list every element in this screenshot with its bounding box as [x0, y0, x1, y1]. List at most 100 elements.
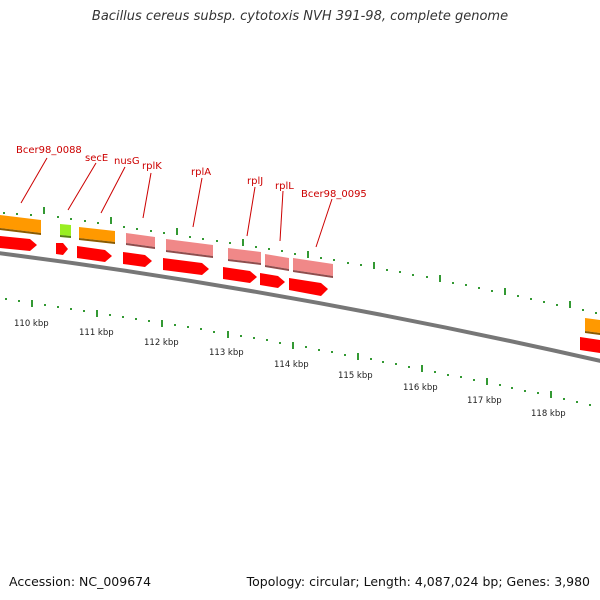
- gene-label-sece: secE: [85, 153, 108, 164]
- cds-red-arrow: [260, 273, 285, 288]
- genome-backbone: [0, 251, 600, 363]
- minor-tick: [279, 342, 281, 344]
- minor-tick: [294, 253, 296, 255]
- major-tick: [242, 239, 244, 246]
- minor-tick: [370, 358, 372, 360]
- major-tick: [96, 310, 98, 317]
- minor-tick: [382, 361, 384, 363]
- minor-tick: [395, 363, 397, 365]
- major-tick: [439, 275, 441, 282]
- minor-tick: [135, 318, 137, 320]
- map-title: Bacillus cereus subsp. cytotoxis NVH 391…: [91, 9, 509, 24]
- minor-tick: [331, 351, 333, 353]
- cds-shadow: [228, 259, 261, 265]
- gene-label-nusg: nusG: [114, 156, 140, 167]
- leader-line: [20, 157, 48, 204]
- outer-tick-ring: [3, 207, 597, 314]
- cds-shadow: [60, 235, 71, 238]
- minor-tick: [174, 324, 176, 326]
- major-tick: [176, 228, 178, 235]
- minor-tick: [187, 326, 189, 328]
- cds-shadow: [0, 228, 41, 235]
- cds-red-arrow: [56, 243, 68, 255]
- minor-tick: [136, 228, 138, 230]
- minor-tick: [5, 298, 7, 300]
- minor-tick: [109, 314, 111, 316]
- major-tick: [227, 331, 229, 338]
- minor-tick: [595, 312, 597, 314]
- gene-label-rplj: rplJ: [247, 176, 263, 187]
- minor-tick: [255, 246, 257, 248]
- major-tick: [550, 391, 552, 398]
- cds-shadow: [293, 270, 333, 278]
- kbp-label: 112 kbp: [144, 338, 179, 348]
- accession-text: Accession: NC_009674: [9, 574, 152, 589]
- leader-line: [315, 198, 333, 248]
- major-tick: [43, 207, 45, 214]
- minor-tick: [556, 304, 558, 306]
- minor-tick: [408, 366, 410, 368]
- major-tick: [504, 288, 506, 295]
- minor-tick: [524, 390, 526, 392]
- gene-label-rpla: rplA: [191, 167, 211, 178]
- kbp-label: 110 kbp: [14, 319, 49, 329]
- minor-tick: [148, 320, 150, 322]
- cds-red-arrow: [0, 236, 37, 251]
- label-leaders: [20, 157, 333, 248]
- minor-tick: [499, 384, 501, 386]
- major-tick: [31, 300, 33, 307]
- cds-shadow: [265, 265, 289, 271]
- minor-tick: [268, 248, 270, 250]
- minor-tick: [537, 392, 539, 394]
- gene-label-rpll: rplL: [275, 181, 294, 192]
- minor-tick: [202, 238, 204, 240]
- minor-tick: [473, 379, 475, 381]
- major-tick: [357, 353, 359, 360]
- genome-stats-text: Topology: circular; Length: 4,087,024 bp…: [246, 574, 590, 589]
- minor-tick: [412, 274, 414, 276]
- minor-tick: [84, 220, 86, 222]
- minor-tick: [253, 337, 255, 339]
- inner-tick-ring: [5, 298, 591, 406]
- minor-tick: [333, 259, 335, 261]
- leader-line: [100, 166, 126, 214]
- cds-red-arrow: [580, 337, 600, 353]
- cds-red-arrow: [123, 252, 152, 267]
- minor-tick: [399, 271, 401, 273]
- minor-tick: [452, 282, 454, 284]
- major-tick: [161, 320, 163, 327]
- minor-tick: [344, 354, 346, 356]
- leader-line: [279, 190, 284, 242]
- minor-tick: [216, 240, 218, 242]
- cds-shadow: [79, 238, 115, 244]
- cds-shadow: [126, 243, 155, 249]
- minor-tick: [460, 376, 462, 378]
- minor-tick: [360, 264, 362, 266]
- cds-red-arrow: [163, 258, 209, 275]
- minor-tick: [386, 269, 388, 271]
- cds-red-arrow: [289, 278, 328, 296]
- minor-tick: [320, 257, 322, 259]
- minor-tick: [305, 346, 307, 348]
- minor-tick: [266, 339, 268, 341]
- minor-tick: [123, 226, 125, 228]
- cds-orange-nusg: [79, 227, 115, 242]
- cds-red-arrow: [77, 246, 112, 262]
- minor-tick: [83, 310, 85, 312]
- minor-tick: [563, 398, 565, 400]
- cds-pink-rplk: [126, 233, 155, 247]
- cds-pink-rplj: [228, 248, 261, 263]
- kbp-label: 118 kbp: [531, 409, 566, 419]
- cds-pink-rpll: [265, 254, 289, 269]
- leader-line: [192, 177, 203, 228]
- minor-tick: [30, 214, 32, 216]
- major-tick: [421, 365, 423, 372]
- minor-tick: [122, 316, 124, 318]
- gene-labels: Bcer98_0088 secE nusG rplK rplA rplJ rpl…: [16, 145, 367, 200]
- minor-tick: [347, 262, 349, 264]
- gene-features-upper: [0, 215, 600, 335]
- minor-tick: [97, 222, 99, 224]
- minor-tick: [318, 349, 320, 351]
- cds-green-sece: [60, 224, 71, 236]
